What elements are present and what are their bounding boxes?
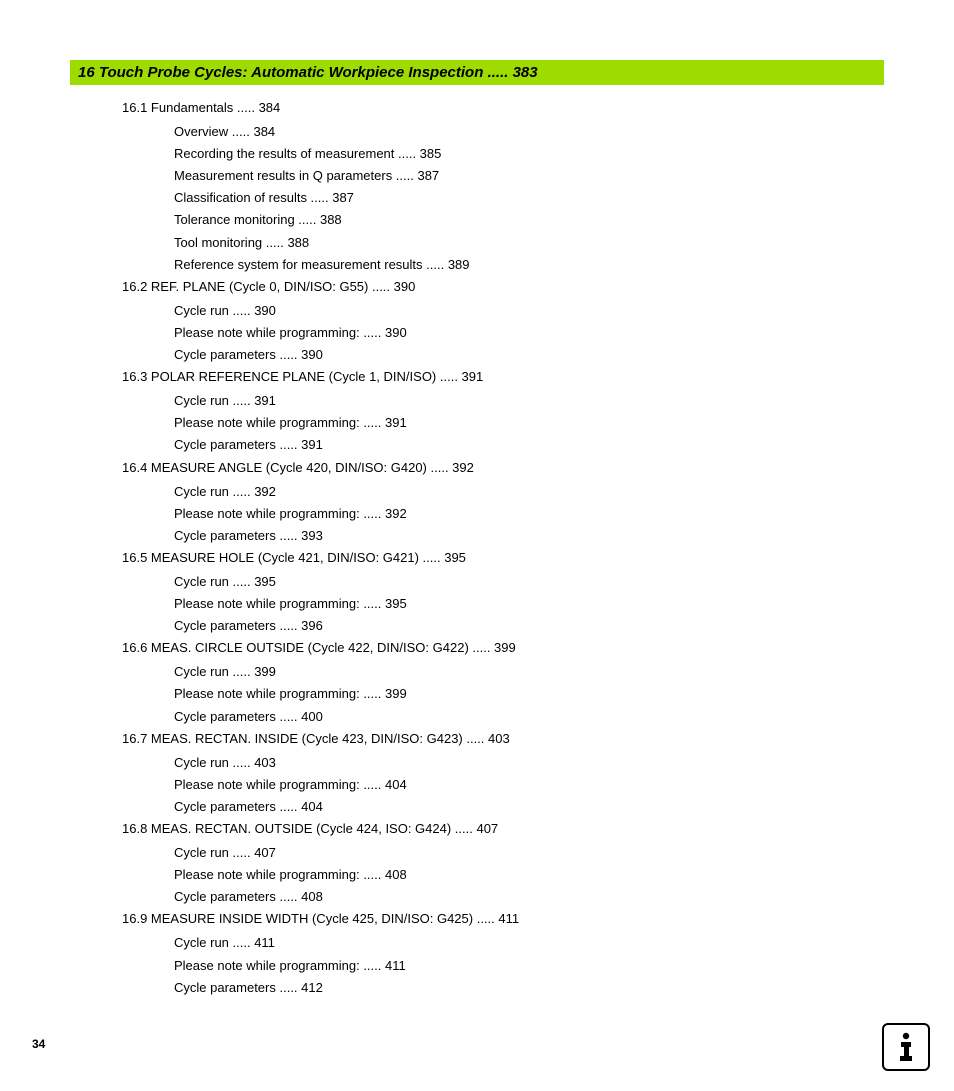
page-content: 16 Touch Probe Cycles: Automatic Workpie… <box>0 0 954 1039</box>
chapter-heading: 16 Touch Probe Cycles: Automatic Workpie… <box>70 60 884 85</box>
chapter-number: 16 <box>78 64 95 81</box>
toc-sub-item: Cycle parameters ..... 391 <box>174 434 884 456</box>
toc-section: 16.4 MEASURE ANGLE (Cycle 420, DIN/ISO: … <box>122 457 884 479</box>
toc-section: 16.6 MEAS. CIRCLE OUTSIDE (Cycle 422, DI… <box>122 637 884 659</box>
toc-section: 16.3 POLAR REFERENCE PLANE (Cycle 1, DIN… <box>122 366 884 388</box>
toc-sub-item: Please note while programming: ..... 391 <box>174 412 884 434</box>
toc-sub-item: Please note while programming: ..... 408 <box>174 864 884 886</box>
toc-sub-item: Cycle parameters ..... 396 <box>174 615 884 637</box>
toc-section: 16.1 Fundamentals ..... 384 <box>122 97 884 119</box>
toc-sub-item: Cycle run ..... 411 <box>174 932 884 954</box>
toc-sub-item: Please note while programming: ..... 390 <box>174 322 884 344</box>
toc-section: 16.9 MEASURE INSIDE WIDTH (Cycle 425, DI… <box>122 908 884 930</box>
chapter-title: Touch Probe Cycles: Automatic Workpiece … <box>99 64 484 81</box>
toc-sub-item: Cycle parameters ..... 400 <box>174 706 884 728</box>
toc-sub-item: Cycle parameters ..... 412 <box>174 977 884 999</box>
toc-section: 16.8 MEAS. RECTAN. OUTSIDE (Cycle 424, I… <box>122 818 884 840</box>
toc-sub-item: Cycle run ..... 407 <box>174 842 884 864</box>
toc-sub-item: Cycle run ..... 403 <box>174 752 884 774</box>
toc-sub-item: Cycle run ..... 395 <box>174 571 884 593</box>
toc-sub-item: Tool monitoring ..... 388 <box>174 232 884 254</box>
toc-sub-item: Cycle run ..... 399 <box>174 661 884 683</box>
toc-sub-item: Classification of results ..... 387 <box>174 187 884 209</box>
toc-sub-item: Tolerance monitoring ..... 388 <box>174 209 884 231</box>
toc-sub-item: Cycle run ..... 391 <box>174 390 884 412</box>
toc-sub-item: Recording the results of measurement ...… <box>174 143 884 165</box>
toc-sub-item: Cycle parameters ..... 404 <box>174 796 884 818</box>
toc-sub-item: Cycle parameters ..... 393 <box>174 525 884 547</box>
toc-sub-item: Overview ..... 384 <box>174 121 884 143</box>
chapter-page: 383 <box>513 64 538 81</box>
toc-sub-item: Please note while programming: ..... 395 <box>174 593 884 615</box>
toc-sub-item: Please note while programming: ..... 404 <box>174 774 884 796</box>
toc-sub-item: Please note while programming: ..... 399 <box>174 683 884 705</box>
heading-dots: ..... <box>488 64 509 81</box>
toc-sub-item: Cycle parameters ..... 390 <box>174 344 884 366</box>
info-icon <box>882 1023 930 1071</box>
toc-sub-item: Measurement results in Q parameters ....… <box>174 165 884 187</box>
page-number: 34 <box>32 1037 45 1051</box>
toc-sub-item: Reference system for measurement results… <box>174 254 884 276</box>
toc-section: 16.7 MEAS. RECTAN. INSIDE (Cycle 423, DI… <box>122 728 884 750</box>
toc-sub-item: Cycle parameters ..... 408 <box>174 886 884 908</box>
toc-sub-item: Cycle run ..... 392 <box>174 481 884 503</box>
toc-sub-item: Please note while programming: ..... 411 <box>174 955 884 977</box>
toc-sub-item: Cycle run ..... 390 <box>174 300 884 322</box>
toc-section: 16.5 MEASURE HOLE (Cycle 421, DIN/ISO: G… <box>122 547 884 569</box>
toc-body: 16.1 Fundamentals ..... 384Overview ....… <box>70 97 884 999</box>
toc-section: 16.2 REF. PLANE (Cycle 0, DIN/ISO: G55) … <box>122 276 884 298</box>
toc-sub-item: Please note while programming: ..... 392 <box>174 503 884 525</box>
